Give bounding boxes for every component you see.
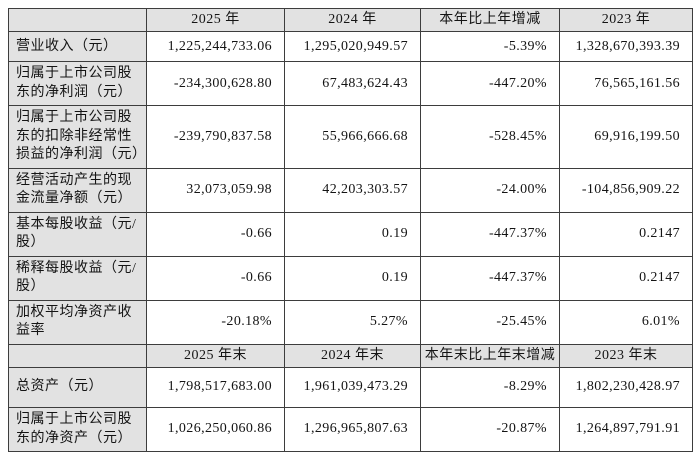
value-cell: 69,916,199.50 [559,105,693,169]
value-cell: 1,798,517,683.00 [146,367,285,409]
value-cell: 6.01% [559,299,693,345]
column-header: 2023 年末 [559,343,693,369]
value-cell: -447.37% [420,255,560,301]
value-cell: -104,856,909.22 [559,167,693,213]
table-row: 归属于上市公司股东的扣除非经常性损益的净利润（元） -239,790,837.58… [8,105,693,169]
value-cell: -24.00% [420,167,560,213]
column-header: 2024 年 [284,7,421,33]
table-row: 稀释每股收益（元/股） -0.66 0.19 -447.37% 0.2147 [8,255,693,301]
row-label: 归属于上市公司股东的净资产（元） [8,407,147,452]
table-row: 归属于上市公司股东的净资产（元） 1,026,250,060.86 1,296,96… [8,407,693,452]
row-label: 归属于上市公司股东的净利润（元） [8,61,147,107]
financial-table-container: 2025 年 2024 年本年比上年增减 2023 年营业收入（元） 1,225,24… [8,7,693,452]
value-cell: 1,328,670,393.39 [559,31,693,63]
value-cell: 5.27% [284,299,421,345]
row-label: 经营活动产生的现金流量净额（元） [8,167,147,213]
row-label: 稀释每股收益（元/股） [8,255,147,301]
header-row: 2025 年末 2024 年末 本年末比上年末增减 2023 年末 [8,343,693,369]
value-cell: 1,802,230,428.97 [559,367,693,409]
value-cell: -20.87% [420,407,560,452]
value-cell: 0.2147 [559,211,693,257]
value-cell: 32,073,059.98 [146,167,285,213]
value-cell: 42,203,303.57 [284,167,421,213]
value-cell: 1,026,250,060.86 [146,407,285,452]
table-row: 归属于上市公司股东的净利润（元） -234,300,628.80 67,483,62… [8,61,693,107]
value-cell: -239,790,837.58 [146,105,285,169]
row-label: 基本每股收益（元/股） [8,211,147,257]
value-cell: -20.18% [146,299,285,345]
column-header: 2025 年 [146,7,285,33]
table-row: 基本每股收益（元/股） -0.66 0.19 -447.37% 0.2147 [8,211,693,257]
value-cell: 0.2147 [559,255,693,301]
value-cell: 55,966,666.68 [284,105,421,169]
value-cell: 0.19 [284,211,421,257]
financial-summary-table: 2025 年 2024 年本年比上年增减 2023 年营业收入（元） 1,225,24… [8,7,693,452]
corner-cell [8,343,147,369]
row-label: 营业收入（元） [8,31,147,63]
value-cell: -447.20% [420,61,560,107]
value-cell: 1,296,965,807.63 [284,407,421,452]
value-cell: 67,483,624.43 [284,61,421,107]
value-cell: -5.39% [420,31,560,63]
table-row: 总资产（元） 1,798,517,683.00 1,961,039,473.29 -8… [8,367,693,409]
column-header: 本年比上年增减 [420,7,560,33]
header-row: 2025 年 2024 年本年比上年增减 2023 年 [8,7,693,33]
value-cell: -528.45% [420,105,560,169]
value-cell: -8.29% [420,367,560,409]
table-row: 经营活动产生的现金流量净额（元） 32,073,059.98 42,203,303.… [8,167,693,213]
value-cell: 76,565,161.56 [559,61,693,107]
table-row: 加权平均净资产收益率 -20.18% 5.27% -25.45% 6.01% [8,299,693,345]
value-cell: 1,225,244,733.06 [146,31,285,63]
value-cell: 0.19 [284,255,421,301]
row-label: 总资产（元） [8,367,147,409]
column-header: 2023 年 [559,7,693,33]
row-label: 加权平均净资产收益率 [8,299,147,345]
column-header: 2024 年末 [284,343,421,369]
column-header: 2025 年末 [146,343,285,369]
corner-cell [8,7,147,33]
value-cell: 1,264,897,791.91 [559,407,693,452]
value-cell: 1,295,020,949.57 [284,31,421,63]
value-cell: -0.66 [146,211,285,257]
value-cell: -447.37% [420,211,560,257]
column-header: 本年末比上年末增减 [420,343,560,369]
row-label: 归属于上市公司股东的扣除非经常性损益的净利润（元） [8,105,147,169]
value-cell: -0.66 [146,255,285,301]
table-row: 营业收入（元） 1,225,244,733.06 1,295,020,949.57-… [8,31,693,63]
value-cell: -234,300,628.80 [146,61,285,107]
value-cell: -25.45% [420,299,560,345]
value-cell: 1,961,039,473.29 [284,367,421,409]
